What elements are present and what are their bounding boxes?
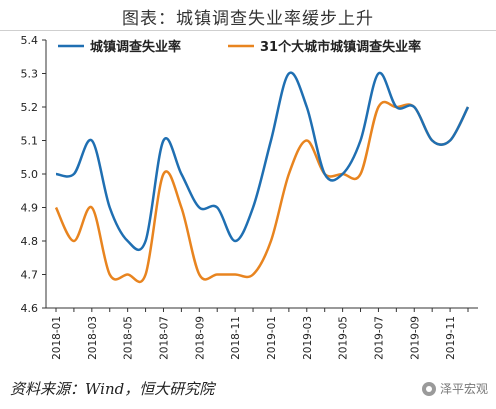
x-tick-label: 2018-11 [230,316,242,360]
legend-label: 城镇调查失业率 [90,39,181,55]
x-tick-label: 2019-05 [338,316,350,360]
x-tick-label: 2018-09 [194,316,206,360]
series-line-urban-unemployment [55,71,470,252]
y-tick-label: 5.2 [21,101,39,114]
x-tick-label: 2019-11 [445,316,457,360]
x-tick-label: 2019-09 [409,316,421,360]
wechat-icon [421,381,436,396]
chart-series [54,71,470,284]
y-tick-label: 4.7 [21,269,39,282]
x-tick-label: 2018-05 [123,316,135,360]
y-tick-label: 4.6 [21,302,39,315]
series-line-31-cities-unemployment [54,100,470,284]
x-tick-label: 2019-03 [302,316,314,360]
y-tick-label: 5.1 [21,135,39,148]
y-tick-label: 5.3 [21,68,39,81]
chart-legend: 城镇调查失业率 31个大城市城镇调查失业率 [58,39,421,55]
watermark: 泽平宏观 [421,380,488,397]
x-tick-label: 2019-07 [373,316,385,360]
x-tick-label: 2019-01 [266,316,278,360]
y-tick-label: 5.0 [21,168,39,181]
source-note: 资料来源：Wind，恒大研究院 [10,380,215,398]
x-tick-label: 2018-03 [87,316,99,360]
x-tick-label: 2018-07 [158,316,170,360]
y-tick-label: 4.9 [21,202,39,215]
x-tick-label: 2018-01 [51,316,63,360]
watermark-text: 泽平宏观 [439,382,488,396]
title-divider [0,30,496,31]
legend-label: 31个大城市城镇调查失业率 [260,39,421,55]
y-tick-label: 5.4 [21,34,39,47]
y-tick-label: 4.8 [21,235,39,248]
chart-axes: 4.6 4.7 4.8 4.9 5.0 5.1 5.2 5.3 5.4 2018-01 2018-0… [21,34,478,360]
chart-title: 图表：城镇调查失业率缓步上升 [122,9,374,29]
